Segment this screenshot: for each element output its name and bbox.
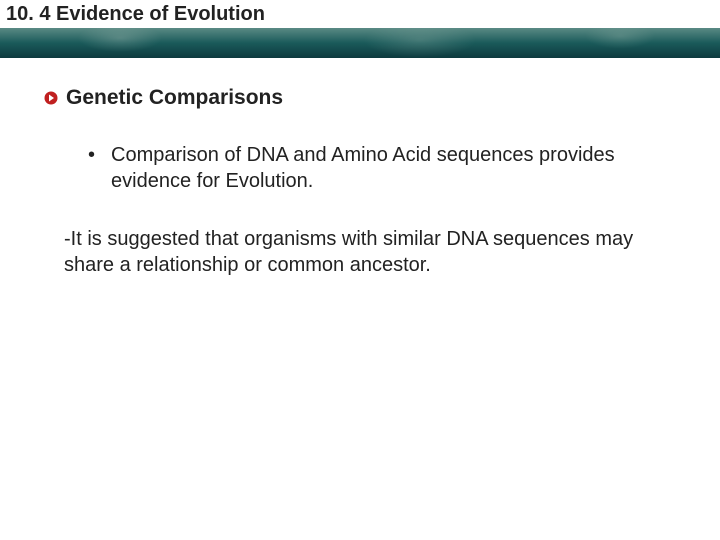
paragraph-block: -It is suggested that organisms with sim… <box>44 226 676 278</box>
bullet-block: • Comparison of DNA and Amino Acid seque… <box>44 142 676 194</box>
subtitle-row: Genetic Comparisons <box>44 86 676 110</box>
arrow-bullet-icon <box>44 91 58 105</box>
subtitle-text: Genetic Comparisons <box>66 86 283 110</box>
slide-title: 10. 4 Evidence of Evolution <box>6 3 265 26</box>
slide-header: 10. 4 Evidence of Evolution <box>0 0 720 58</box>
bullet-text: Comparison of DNA and Amino Acid sequenc… <box>111 142 676 194</box>
bullet-row: • Comparison of DNA and Amino Acid seque… <box>88 142 676 194</box>
slide-content: Genetic Comparisons • Comparison of DNA … <box>0 58 720 278</box>
bullet-dot-icon: • <box>88 142 95 168</box>
header-texture <box>0 28 720 58</box>
paragraph-text: -It is suggested that organisms with sim… <box>64 228 633 276</box>
header-title-bar: 10. 4 Evidence of Evolution <box>0 0 720 28</box>
